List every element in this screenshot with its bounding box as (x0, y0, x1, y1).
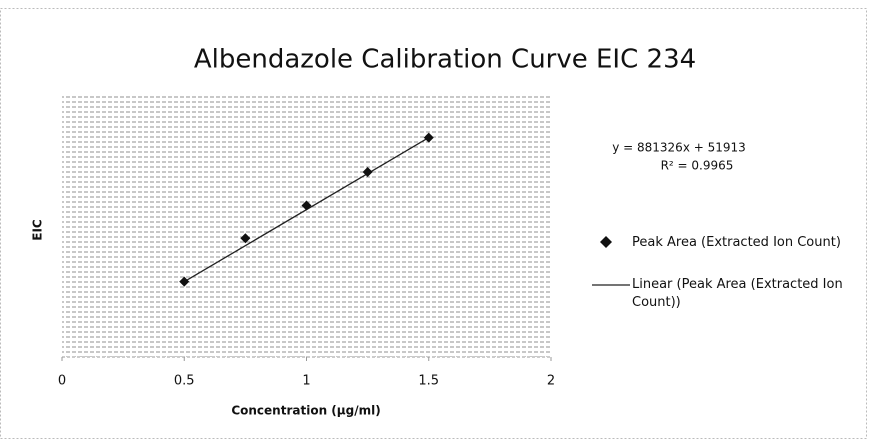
x-tick-label: 0 (58, 374, 66, 389)
x-tick-label: 1 (302, 374, 310, 389)
equation: y = 881326x + 51913 (612, 141, 746, 155)
grid-area (62, 95, 551, 357)
x-tick-label: 2 (547, 374, 555, 389)
data-point (179, 276, 190, 287)
legend-marker (600, 236, 612, 248)
r-squared: R² = 0.9965 (661, 159, 734, 173)
x-tick-label: 1.5 (418, 374, 439, 389)
legend-label: Linear (Peak Area (Extracted Ion Count)) (632, 277, 843, 310)
data-point (240, 233, 251, 244)
chart-border (0, 8, 867, 439)
x-tick-label: 0.5 (174, 374, 195, 389)
data-point (362, 166, 373, 177)
chart-title: Albendazole Calibration Curve EIC 234 (194, 45, 696, 75)
data-point (301, 200, 312, 211)
x-axis-label: Concentration (µg/ml) (231, 404, 380, 418)
legend-label: Peak Area (Extracted Ion Count) (632, 235, 841, 250)
data-point (423, 132, 434, 143)
y-axis-label: EIC (31, 219, 45, 241)
